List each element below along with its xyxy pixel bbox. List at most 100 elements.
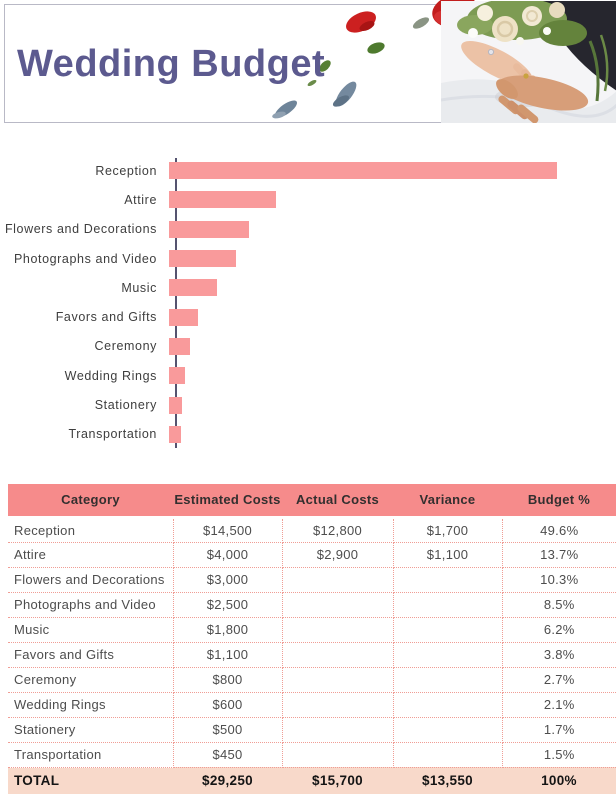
budget-table: Category Estimated Costs Actual Costs Va… <box>8 484 616 794</box>
header-decoration <box>272 0 616 123</box>
table-row: Transportation $450 1.5% <box>8 742 616 768</box>
chart-row: Photographs and Video <box>0 244 616 273</box>
total-estimated-costs[interactable]: $29,250 <box>173 767 282 794</box>
chart-row: Wedding Rings <box>0 361 616 390</box>
cell-budget-pct[interactable]: 1.5% <box>502 742 616 768</box>
cell-estimated-costs[interactable]: $14,500 <box>173 517 283 543</box>
column-header-budget-pct[interactable]: Budget % <box>502 484 616 519</box>
cell-budget-pct[interactable]: 6.2% <box>502 617 616 643</box>
cell-estimated-costs[interactable]: $4,000 <box>173 542 283 568</box>
chart-bar-track <box>169 425 616 443</box>
table-row: Music $1,800 6.2% <box>8 617 616 643</box>
chart-bar-track <box>169 191 616 209</box>
cell-variance[interactable]: $1,100 <box>393 542 503 568</box>
cell-estimated-costs[interactable]: $800 <box>173 667 283 693</box>
cell-actual-costs[interactable] <box>282 667 394 693</box>
cell-variance[interactable]: $1,700 <box>393 517 503 543</box>
table-row: Stationery $500 1.7% <box>8 717 616 743</box>
column-header-estimated-costs[interactable]: Estimated Costs <box>173 484 282 519</box>
budget-bar-chart[interactable]: Reception Attire Flowers and Decorations… <box>0 156 616 450</box>
chart-category-label: Reception <box>95 163 157 178</box>
chart-bar <box>169 396 183 414</box>
cell-budget-pct[interactable]: 13.7% <box>502 542 616 568</box>
cell-variance[interactable] <box>393 667 503 693</box>
chart-bar-track <box>169 220 616 238</box>
cell-category[interactable]: Transportation <box>8 742 174 768</box>
cell-estimated-costs[interactable]: $3,000 <box>173 567 283 593</box>
chart-category-label: Wedding Rings <box>64 368 157 383</box>
cell-estimated-costs[interactable]: $1,800 <box>173 617 283 643</box>
chart-bar-track <box>169 396 616 414</box>
total-variance[interactable]: $13,550 <box>393 767 502 794</box>
total-row: TOTAL $29,250 $15,700 $13,550 100% <box>8 767 616 794</box>
chart-bar-track <box>169 250 616 268</box>
cell-category[interactable]: Photographs and Video <box>8 592 174 618</box>
chart-row: Reception <box>0 156 616 185</box>
cell-estimated-costs[interactable]: $500 <box>173 717 283 743</box>
chart-row: Music <box>0 273 616 302</box>
cell-category[interactable]: Favors and Gifts <box>8 642 174 668</box>
cell-actual-costs[interactable] <box>282 717 394 743</box>
cell-actual-costs[interactable] <box>282 692 394 718</box>
cell-variance[interactable] <box>393 717 503 743</box>
cell-variance[interactable] <box>393 742 503 768</box>
cell-actual-costs[interactable]: $2,900 <box>282 542 394 568</box>
chart-row: Ceremony <box>0 332 616 361</box>
cell-budget-pct[interactable]: 49.6% <box>502 517 616 543</box>
cell-actual-costs[interactable] <box>282 567 394 593</box>
leaf-icon <box>307 17 430 87</box>
chart-bar-track <box>169 162 616 180</box>
cell-estimated-costs[interactable]: $1,100 <box>173 642 283 668</box>
total-budget-pct[interactable]: 100% <box>502 767 616 794</box>
cell-category[interactable]: Ceremony <box>8 667 174 693</box>
cell-variance[interactable] <box>393 642 503 668</box>
cell-budget-pct[interactable]: 3.8% <box>502 642 616 668</box>
cell-budget-pct[interactable]: 2.1% <box>502 692 616 718</box>
total-actual-costs[interactable]: $15,700 <box>282 767 393 794</box>
column-header-category[interactable]: Category <box>8 484 173 519</box>
chart-category-label: Attire <box>124 192 157 207</box>
chart-bar-track <box>169 279 616 297</box>
cell-category[interactable]: Attire <box>8 542 174 568</box>
cell-estimated-costs[interactable]: $600 <box>173 692 283 718</box>
cell-budget-pct[interactable]: 1.7% <box>502 717 616 743</box>
cell-actual-costs[interactable] <box>282 742 394 768</box>
cell-category[interactable]: Wedding Rings <box>8 692 174 718</box>
cell-variance[interactable] <box>393 692 503 718</box>
table-header-row: Category Estimated Costs Actual Costs Va… <box>8 484 616 519</box>
petal-icon <box>346 11 376 33</box>
chart-category-label: Music <box>121 280 157 295</box>
chart-row: Favors and Gifts <box>0 302 616 331</box>
cell-variance[interactable] <box>393 592 503 618</box>
table-row: Favors and Gifts $1,100 3.8% <box>8 642 616 668</box>
cell-estimated-costs[interactable]: $450 <box>173 742 283 768</box>
chart-axis-line <box>175 158 177 448</box>
cell-actual-costs[interactable] <box>282 592 394 618</box>
column-header-variance[interactable]: Variance <box>393 484 502 519</box>
blue-petal-icon <box>272 81 357 119</box>
chart-bar <box>169 367 186 385</box>
cell-category[interactable]: Stationery <box>8 717 174 743</box>
cell-estimated-costs[interactable]: $2,500 <box>173 592 283 618</box>
cell-budget-pct[interactable]: 10.3% <box>502 567 616 593</box>
chart-bar <box>169 162 558 180</box>
chart-category-label: Flowers and Decorations <box>4 222 157 237</box>
chart-bar <box>169 279 218 297</box>
cell-category[interactable]: Flowers and Decorations <box>8 567 174 593</box>
total-label[interactable]: TOTAL <box>8 767 173 794</box>
cell-variance[interactable] <box>393 617 503 643</box>
cell-budget-pct[interactable]: 2.7% <box>502 667 616 693</box>
cell-category[interactable]: Music <box>8 617 174 643</box>
cell-budget-pct[interactable]: 8.5% <box>502 592 616 618</box>
column-header-actual-costs[interactable]: Actual Costs <box>282 484 393 519</box>
table-row: Ceremony $800 2.7% <box>8 667 616 693</box>
cell-actual-costs[interactable] <box>282 617 394 643</box>
chart-bar <box>169 337 191 355</box>
table-row: Flowers and Decorations $3,000 10.3% <box>8 567 616 593</box>
cell-variance[interactable] <box>393 567 503 593</box>
cell-actual-costs[interactable]: $12,800 <box>282 517 394 543</box>
chart-row: Transportation <box>0 420 616 449</box>
cell-actual-costs[interactable] <box>282 642 394 668</box>
cell-category[interactable]: Reception <box>8 517 174 543</box>
